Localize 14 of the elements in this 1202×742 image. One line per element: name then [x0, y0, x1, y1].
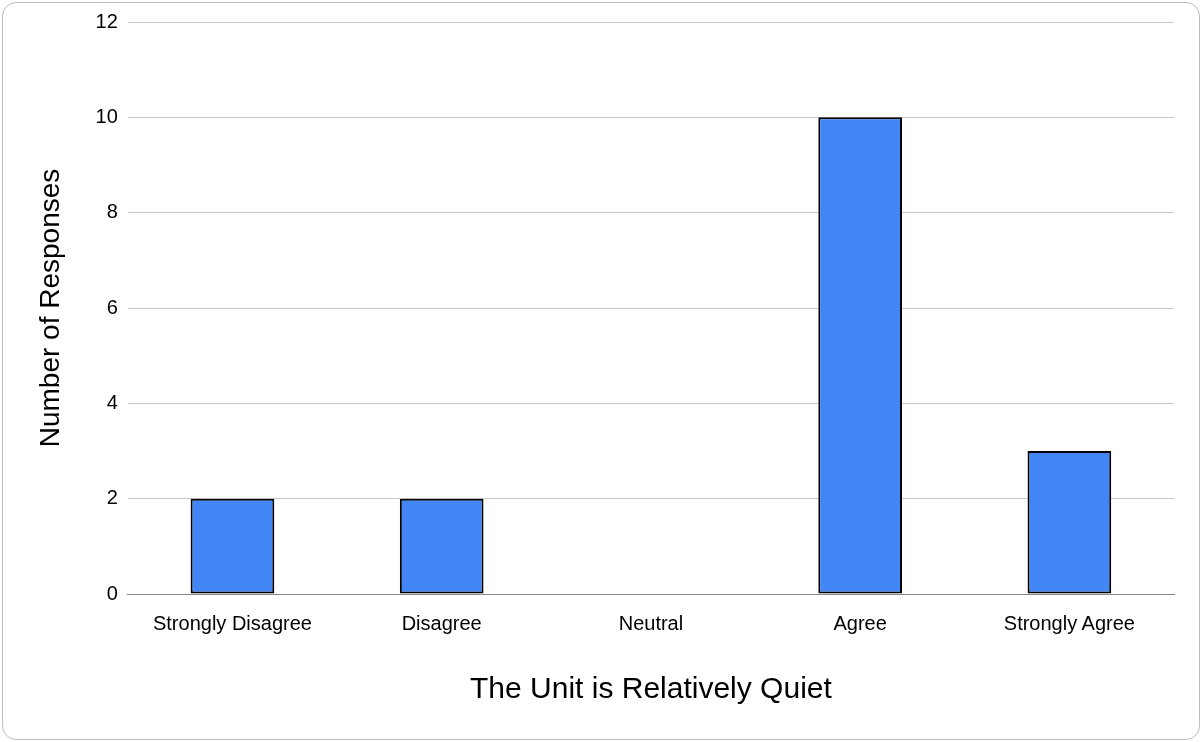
y-tick-label: 0	[106, 581, 118, 604]
x-axis-title: The Unit is Relatively Quiet	[470, 671, 833, 705]
y-axis-title: Number of Responses	[33, 168, 65, 448]
x-tick-label: Strongly Agree	[1003, 611, 1135, 634]
x-tick-label: Strongly Disagree	[152, 611, 312, 634]
y-tick-label: 8	[106, 200, 118, 223]
y-tick-label: 10	[95, 104, 118, 127]
y-tick-label: 2	[106, 486, 118, 509]
y-tick-label: 6	[106, 295, 118, 318]
y-tick-label: 12	[95, 9, 118, 32]
x-tick-label: Disagree	[401, 611, 482, 634]
y-tick-label: 4	[106, 390, 118, 413]
x-tick-label: Neutral	[618, 611, 684, 634]
x-tick-label: Agree	[833, 611, 887, 634]
